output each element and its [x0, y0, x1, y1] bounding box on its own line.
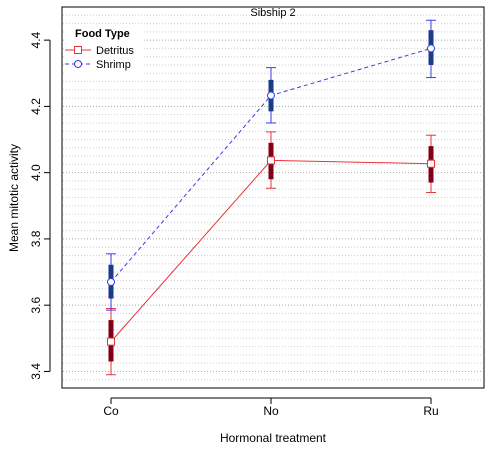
legend-item-shrimp: Shrimp — [65, 59, 131, 71]
y-tick-label: 4.0 — [29, 164, 43, 181]
legend-label: Detritus — [96, 45, 134, 57]
data-point — [267, 91, 275, 100]
y-tick-label: 3.4 — [29, 363, 43, 380]
y-axis-label: Mean mitotic activity — [7, 144, 21, 252]
legend-marker — [74, 60, 82, 68]
data-point — [107, 337, 115, 346]
y-tick-label: 3.6 — [29, 297, 43, 314]
legend: Food Type Detritus Shrimp — [64, 24, 142, 74]
series-shrimp — [106, 19, 436, 311]
x-tick-label: Ru — [423, 404, 438, 418]
plot-frame — [61, 6, 485, 389]
data-point — [267, 156, 275, 165]
data-point — [427, 44, 435, 53]
axes: 3.4 3.6 3.8 4.0 4.2 4.4 Co No Ru — [29, 31, 439, 418]
x-tick-label: Co — [103, 404, 119, 418]
legend-title: Food Type — [75, 28, 130, 40]
legend-label: Shrimp — [96, 59, 131, 71]
data-point — [107, 277, 115, 286]
x-tick-label: No — [263, 404, 279, 418]
x-axis-label: Hormonal treatment — [220, 431, 327, 445]
data-point — [427, 159, 435, 168]
y-tick-label: 4.4 — [29, 31, 43, 48]
legend-item-detritus: Detritus — [65, 45, 134, 57]
series — [106, 19, 436, 376]
legend-marker — [74, 46, 82, 54]
y-tick-label: 3.8 — [29, 230, 43, 247]
series-detritus — [106, 131, 436, 376]
chart-title: Sibship 2 — [250, 7, 295, 19]
y-tick-label: 4.2 — [29, 98, 43, 115]
